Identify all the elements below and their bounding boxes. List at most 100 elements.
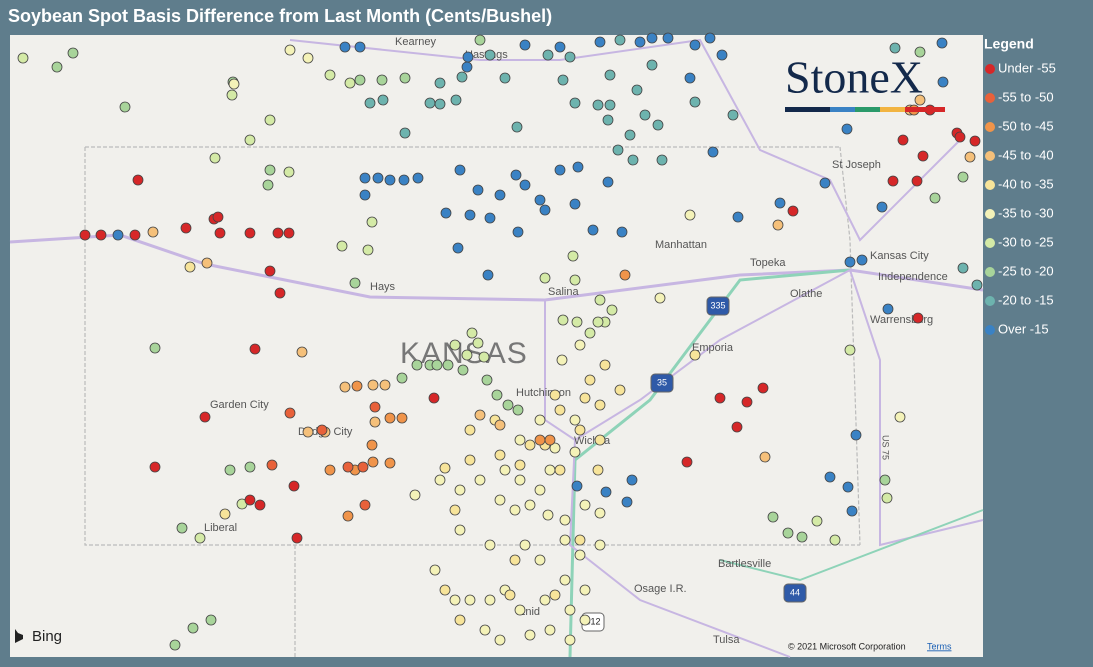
highway bbox=[849, 269, 984, 547]
legend-label: Under -55 bbox=[998, 60, 1056, 75]
location-point bbox=[409, 489, 421, 501]
location-point bbox=[681, 456, 693, 468]
location-point bbox=[627, 154, 639, 166]
logo: StoneX bbox=[785, 52, 923, 103]
logo-bar-part bbox=[830, 107, 855, 112]
location-point bbox=[461, 349, 473, 361]
location-point bbox=[342, 461, 354, 473]
location-point bbox=[484, 212, 496, 224]
location-point bbox=[284, 407, 296, 419]
location-point bbox=[461, 61, 473, 73]
location-point bbox=[412, 172, 424, 184]
location-point bbox=[549, 442, 561, 454]
location-point bbox=[51, 61, 63, 73]
location-point bbox=[841, 123, 853, 135]
location-point bbox=[592, 99, 604, 111]
location-point bbox=[262, 179, 274, 191]
location-point bbox=[384, 457, 396, 469]
location-point bbox=[274, 287, 286, 299]
location-point bbox=[502, 399, 514, 411]
location-point bbox=[614, 384, 626, 396]
location-point bbox=[556, 354, 568, 366]
location-point bbox=[512, 404, 524, 416]
legend-swatch bbox=[985, 238, 995, 248]
location-point bbox=[844, 256, 856, 268]
terms-link[interactable]: Terms bbox=[927, 641, 952, 651]
state-border bbox=[839, 146, 861, 546]
location-point bbox=[600, 486, 612, 498]
location-point bbox=[612, 144, 624, 156]
location-point bbox=[604, 69, 616, 81]
location-point bbox=[604, 99, 616, 111]
logo-bar-part bbox=[855, 107, 880, 112]
highway-number: US 75 bbox=[881, 435, 891, 460]
title: Soybean Spot Basis Difference from Last … bbox=[8, 6, 552, 26]
location-point bbox=[534, 484, 546, 496]
location-point bbox=[767, 511, 779, 523]
location-point bbox=[396, 412, 408, 424]
location-point bbox=[454, 164, 466, 176]
location-point bbox=[741, 396, 753, 408]
location-point bbox=[957, 262, 969, 274]
location-point bbox=[149, 342, 161, 354]
location-point bbox=[882, 303, 894, 315]
location-point bbox=[264, 265, 276, 277]
location-point bbox=[442, 359, 454, 371]
place-label: Hutchinson bbox=[516, 387, 571, 399]
location-point bbox=[302, 426, 314, 438]
place-label: Osage I.R. bbox=[634, 583, 687, 595]
location-point bbox=[264, 114, 276, 126]
logo-bar-part bbox=[785, 107, 830, 112]
location-point bbox=[351, 380, 363, 392]
location-point bbox=[379, 379, 391, 391]
location-point bbox=[452, 242, 464, 254]
location-point bbox=[594, 539, 606, 551]
location-point bbox=[684, 209, 696, 221]
location-point bbox=[646, 59, 658, 71]
location-point bbox=[559, 534, 571, 546]
location-point bbox=[594, 294, 606, 306]
location-point bbox=[796, 531, 808, 543]
location-point bbox=[969, 135, 981, 147]
location-point bbox=[619, 269, 631, 281]
location-point bbox=[440, 207, 452, 219]
highway-number: 44 bbox=[790, 587, 800, 597]
location-point bbox=[431, 359, 443, 371]
location-point bbox=[449, 504, 461, 516]
location-point bbox=[594, 507, 606, 519]
location-point bbox=[449, 339, 461, 351]
location-point bbox=[689, 39, 701, 51]
place-label: Garden City bbox=[210, 399, 269, 411]
location-point bbox=[519, 39, 531, 51]
location-point bbox=[689, 349, 701, 361]
location-point bbox=[631, 84, 643, 96]
location-point bbox=[594, 434, 606, 446]
location-point bbox=[249, 343, 261, 355]
points bbox=[17, 32, 983, 651]
location-point bbox=[324, 464, 336, 476]
location-point bbox=[569, 97, 581, 109]
location-point bbox=[316, 424, 328, 436]
location-point bbox=[429, 564, 441, 576]
location-point bbox=[439, 462, 451, 474]
location-point bbox=[782, 527, 794, 539]
location-point bbox=[534, 554, 546, 566]
location-point bbox=[646, 32, 658, 44]
location-point bbox=[606, 304, 618, 316]
location-point bbox=[579, 499, 591, 511]
location-point bbox=[228, 78, 240, 90]
location-point bbox=[384, 412, 396, 424]
location-point bbox=[479, 624, 491, 636]
logo-bar-part bbox=[905, 107, 945, 112]
location-point bbox=[149, 461, 161, 473]
location-point bbox=[559, 514, 571, 526]
location-point bbox=[539, 594, 551, 606]
location-point bbox=[511, 121, 523, 133]
location-point bbox=[288, 480, 300, 492]
location-point bbox=[534, 414, 546, 426]
location-point bbox=[684, 72, 696, 84]
location-point bbox=[757, 382, 769, 394]
location-point bbox=[584, 327, 596, 339]
location-point bbox=[484, 539, 496, 551]
highway-shield bbox=[706, 296, 730, 316]
